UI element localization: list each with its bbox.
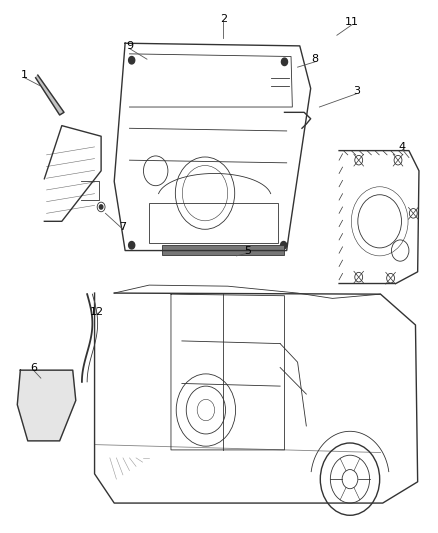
Circle shape (281, 241, 287, 249)
Text: 3: 3 (353, 86, 360, 96)
Text: 1: 1 (21, 70, 28, 80)
Text: 7: 7 (120, 222, 127, 232)
Text: 2: 2 (220, 14, 227, 25)
Polygon shape (35, 75, 64, 115)
Text: 9: 9 (126, 41, 133, 51)
Text: 12: 12 (90, 306, 104, 317)
FancyBboxPatch shape (162, 245, 284, 255)
Text: 6: 6 (30, 362, 37, 373)
Text: 11: 11 (345, 17, 359, 27)
Circle shape (129, 241, 135, 249)
Text: 8: 8 (311, 54, 318, 64)
Circle shape (99, 205, 103, 209)
Circle shape (282, 58, 288, 66)
Circle shape (129, 56, 135, 64)
Polygon shape (17, 370, 76, 441)
Text: 4: 4 (399, 142, 406, 152)
Text: 5: 5 (244, 246, 251, 255)
